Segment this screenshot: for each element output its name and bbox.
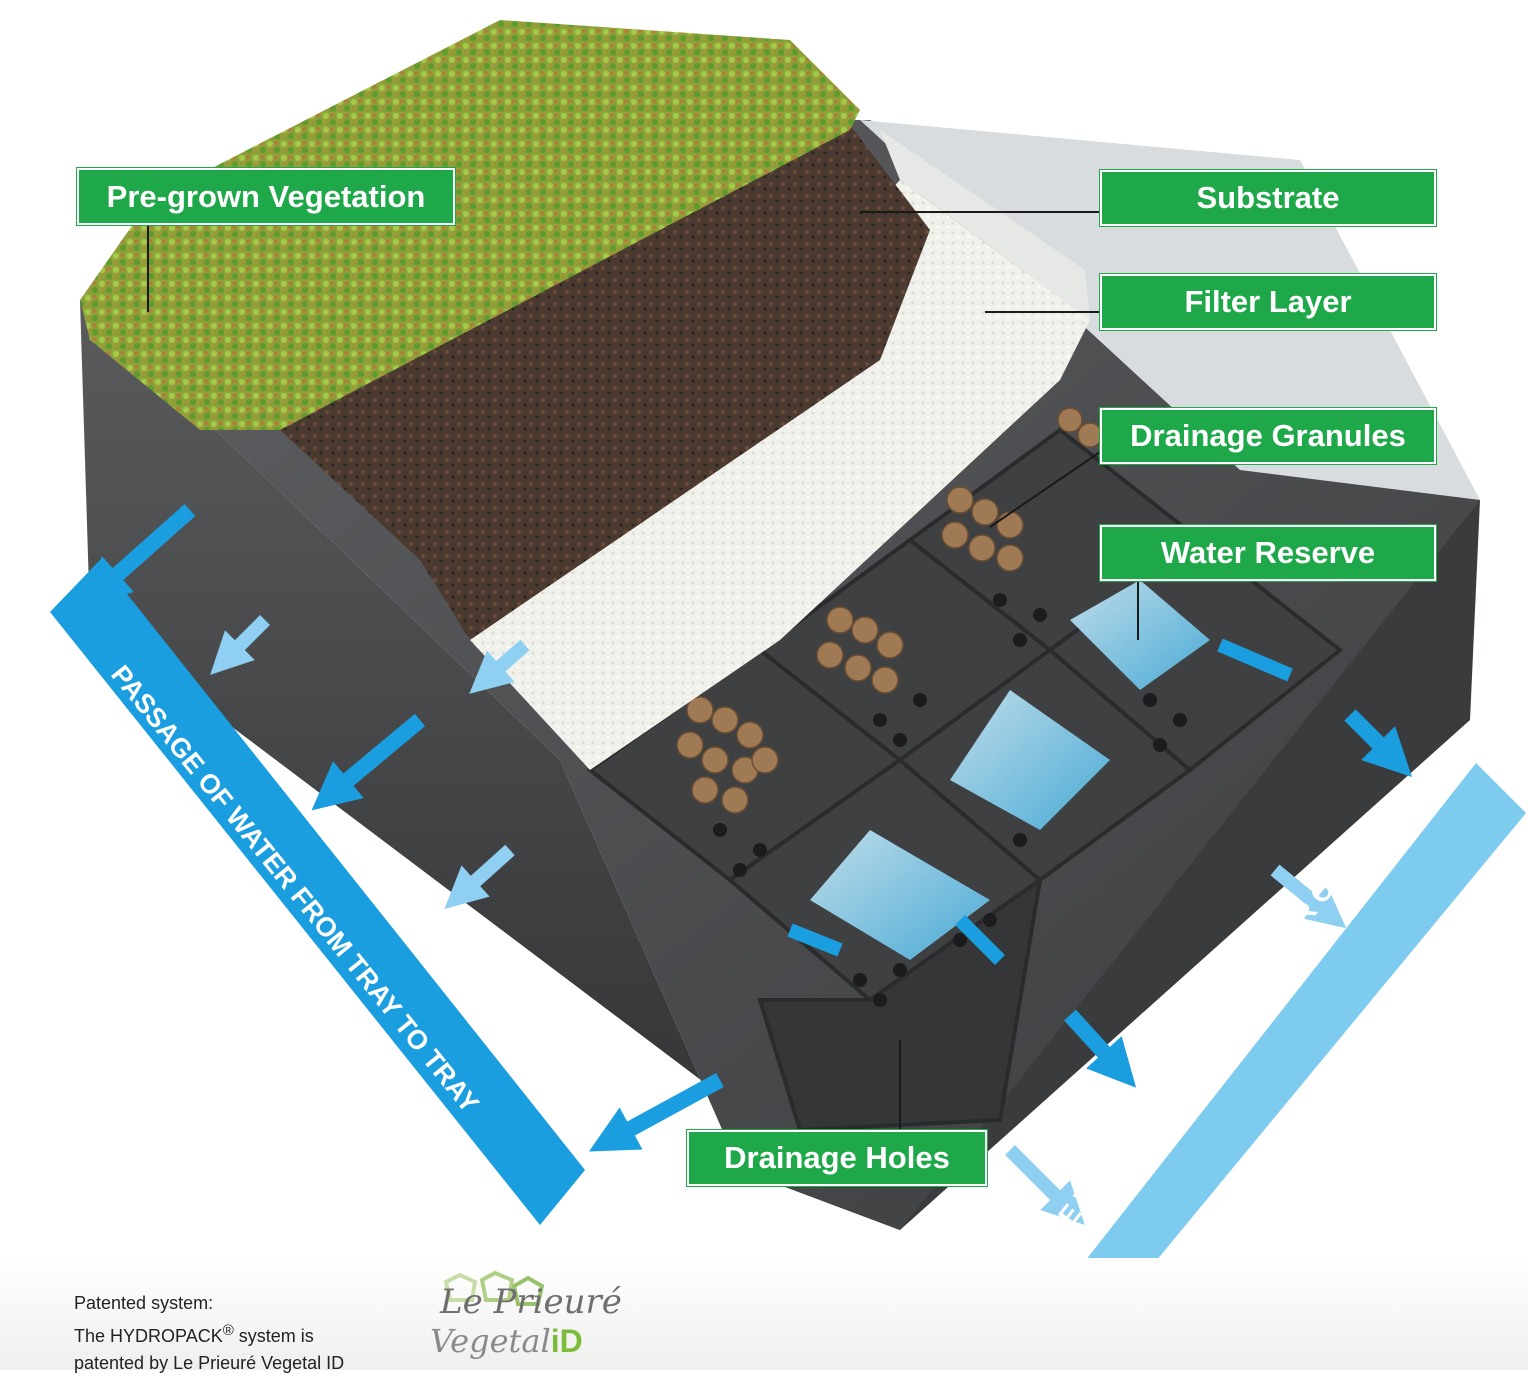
label-pre-grown-vegetation: Pre-grown Vegetation	[77, 168, 455, 225]
water-reserve-cells	[810, 580, 1210, 960]
label-drainage-granules: Drainage Granules	[1100, 408, 1436, 464]
logo-line-2: VegetaliD	[430, 1322, 583, 1360]
registered-mark: ®	[222, 1322, 234, 1339]
label-drainage-holes: Drainage Holes	[687, 1130, 987, 1186]
patent-line-2-suffix: system is	[233, 1326, 314, 1346]
water-flow-arrows	[82, 504, 1412, 1225]
filter-layer	[470, 180, 1090, 770]
patent-line-2-prefix: The HYDROPACK	[74, 1326, 223, 1346]
logo-vegetal: Vegetal	[430, 1322, 551, 1360]
label-substrate: Substrate	[1100, 170, 1436, 226]
patent-line-3: patented by Le Prieuré Vegetal ID	[74, 1353, 345, 1373]
tray-outer-side-left	[80, 300, 900, 1230]
passage-band	[50, 560, 585, 1225]
leader-lines	[147, 211, 1139, 1135]
substrate-layer	[280, 125, 930, 640]
label-filter-layer: Filter Layer	[1100, 274, 1436, 330]
logo: Le Prieuré VegetaliD	[400, 1270, 660, 1370]
vegetation-layer	[80, 20, 860, 430]
patent-line-1: Patented system:	[74, 1293, 214, 1313]
drainage-granules	[676, 407, 1103, 814]
footer	[0, 1258, 1528, 1370]
drainage-hole-dots	[713, 593, 1187, 1007]
logo-id-mark: iD	[550, 1323, 583, 1359]
label-water-reserve: Water Reserve	[1100, 525, 1436, 581]
patent-notice: Patented system: The HYDROPACK® system i…	[74, 1290, 344, 1377]
patent-line-2: The HYDROPACK® system is	[74, 1317, 344, 1350]
drainage-band	[1012, 763, 1526, 1370]
logo-line-1: Le Prieuré	[440, 1282, 622, 1322]
logo-pentagon-icon	[443, 1270, 545, 1306]
